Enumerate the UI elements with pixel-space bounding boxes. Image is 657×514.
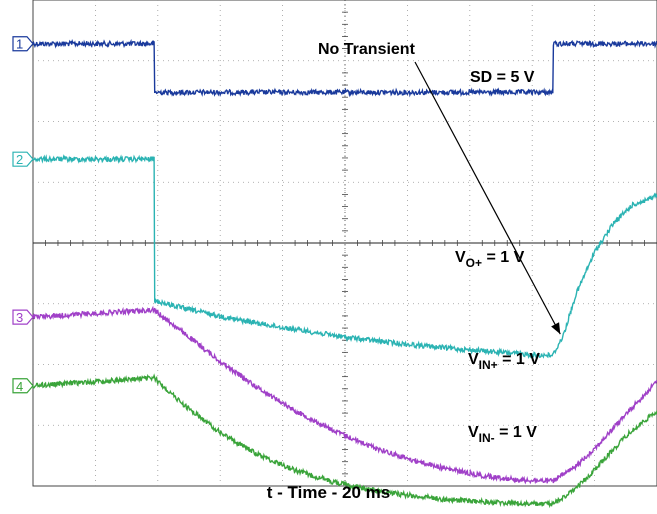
label-vinn: VIN- = 1 V [468,424,537,445]
x-axis-label: t - Time - 20 ms [266,483,391,502]
channel-marker-4: 4 [12,378,34,394]
channel-marker-2: 2 [12,151,34,167]
series-line-1 [32,38,657,98]
channel-marker-label: 4 [16,379,23,394]
channel-marker-3: 3 [12,309,34,325]
series-line-4 [32,373,657,509]
series-line-3 [32,305,657,485]
traces [32,38,657,509]
series-line-2 [32,153,657,360]
channel-marker-label: 1 [16,37,23,52]
arrow-head [551,322,561,335]
label-vinp: VIN+ = 1 V [468,351,540,372]
annotation-no-transient: No Transient [318,41,561,335]
annotation-no-transient-text: No Transient [318,41,416,58]
channel-markers: 1 2 3 4 [12,36,34,394]
arrow [414,61,561,335]
channel-marker-label: 2 [16,152,23,167]
channel-marker-shape [12,378,34,394]
channel-marker-shape [12,309,34,325]
grid [32,0,657,487]
label-vo: VO+ = 1 V [455,249,525,270]
channel-marker-shape [12,36,34,52]
label-sd: SD = 5 V [470,69,535,86]
channel-marker-1: 1 [12,36,34,52]
channel-marker-shape [12,151,34,167]
channel-marker-label: 3 [16,310,23,325]
